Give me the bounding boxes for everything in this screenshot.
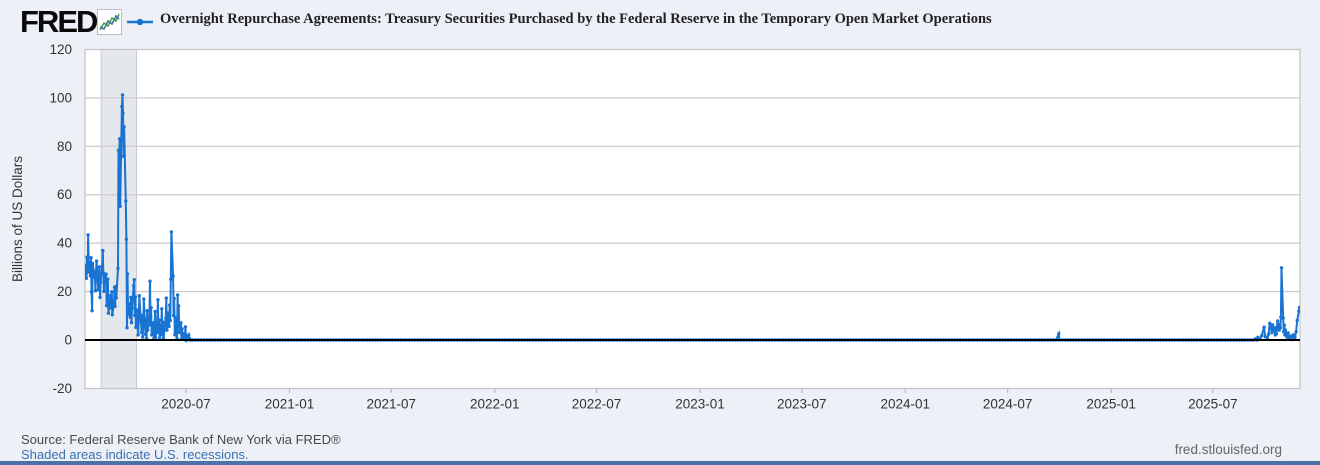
x-tick-label: 2022-01: [470, 397, 520, 412]
x-tick-label: 2023-07: [777, 397, 827, 412]
y-axis-title: Billions of US Dollars: [10, 156, 25, 282]
x-tick-label: 2023-01: [675, 397, 725, 412]
y-tick-label: 80: [57, 139, 72, 154]
source-attribution: Source: Federal Reserve Bank of New York…: [21, 432, 341, 447]
plot-background[interactable]: [85, 49, 1300, 389]
y-tick-label: 40: [57, 236, 72, 251]
y-tick-label: 100: [49, 90, 72, 105]
recession-shading-link[interactable]: Shaded areas indicate U.S. recessions.: [21, 447, 249, 462]
bottom-accent-bar: [0, 461, 1320, 465]
graph-header: FRED Overnight Repurchase Agreements: Tr…: [0, 0, 1320, 42]
fred-site-url: fred.stlouisfed.org: [1174, 442, 1282, 457]
fred-sparkline-icon: [97, 9, 122, 35]
x-tick-label: 2024-07: [983, 397, 1033, 412]
y-tick-label: 0: [64, 333, 72, 348]
series-legend-marker: [127, 18, 153, 26]
fred-logo[interactable]: FRED: [20, 4, 98, 39]
series-title[interactable]: Overnight Repurchase Agreements: Treasur…: [160, 11, 992, 27]
plot-border: [84, 48, 1301, 390]
x-tick-label: 2022-07: [572, 397, 622, 412]
y-tick-label: 120: [49, 42, 72, 57]
y-tick-label: 60: [57, 187, 72, 202]
x-tick-label: 2025-01: [1086, 397, 1136, 412]
x-tick-label: 2024-01: [880, 397, 930, 412]
y-tick-label: -20: [52, 381, 72, 396]
x-tick-label: 2025-07: [1188, 397, 1238, 412]
y-tick-label: 20: [57, 284, 72, 299]
x-tick-label: 2021-07: [366, 397, 416, 412]
x-tick-label: 2021-01: [265, 397, 315, 412]
x-tick-label: 2020-07: [161, 397, 211, 412]
